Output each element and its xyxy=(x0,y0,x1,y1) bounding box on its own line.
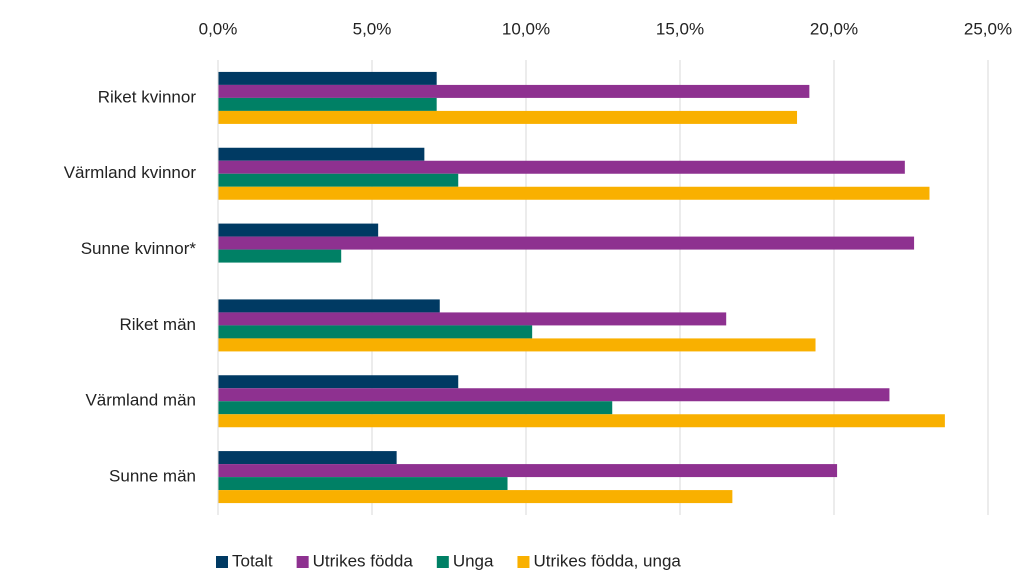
y-tick-label: Sunne kvinnor* xyxy=(81,239,197,258)
legend-label: Utrikes födda xyxy=(313,551,414,570)
y-tick-label: Värmland män xyxy=(85,391,196,410)
bar xyxy=(218,477,508,491)
y-tick-label: Riket kvinnor xyxy=(98,87,197,106)
x-tick-label: 5,0% xyxy=(353,19,392,38)
bar xyxy=(218,401,613,415)
bar xyxy=(218,338,816,352)
bar xyxy=(218,299,440,313)
bar xyxy=(218,236,915,250)
bar xyxy=(218,451,397,465)
legend-swatch xyxy=(436,556,449,568)
bar xyxy=(218,223,379,237)
bar xyxy=(218,97,437,111)
y-tick-label: Värmland kvinnor xyxy=(64,163,197,182)
x-tick-label: 10,0% xyxy=(502,19,550,38)
x-tick-label: 0,0% xyxy=(199,19,238,38)
bar xyxy=(218,160,905,174)
legend-swatch xyxy=(517,556,530,568)
bar xyxy=(218,110,798,124)
bar xyxy=(218,186,930,200)
bar xyxy=(218,173,459,187)
bar xyxy=(218,147,425,161)
legend-label: Unga xyxy=(453,551,494,570)
legend-swatch xyxy=(296,556,309,568)
bar xyxy=(218,312,727,326)
bar xyxy=(218,490,733,504)
x-tick-label: 15,0% xyxy=(656,19,704,38)
legend-label: Utrikes födda, unga xyxy=(533,551,681,570)
bar xyxy=(218,414,945,428)
bar xyxy=(218,464,838,478)
bar xyxy=(218,249,342,263)
y-tick-label: Riket män xyxy=(119,315,196,334)
y-tick-label: Sunne män xyxy=(109,467,196,486)
legend-swatch xyxy=(216,556,228,568)
x-tick-label: 25,0% xyxy=(964,19,1012,38)
x-tick-label: 20,0% xyxy=(810,19,858,38)
bar xyxy=(218,71,437,85)
bar xyxy=(218,388,890,402)
bar xyxy=(218,84,810,98)
legend-label: Totalt xyxy=(232,551,273,570)
bar xyxy=(218,325,533,339)
bar xyxy=(218,375,459,389)
